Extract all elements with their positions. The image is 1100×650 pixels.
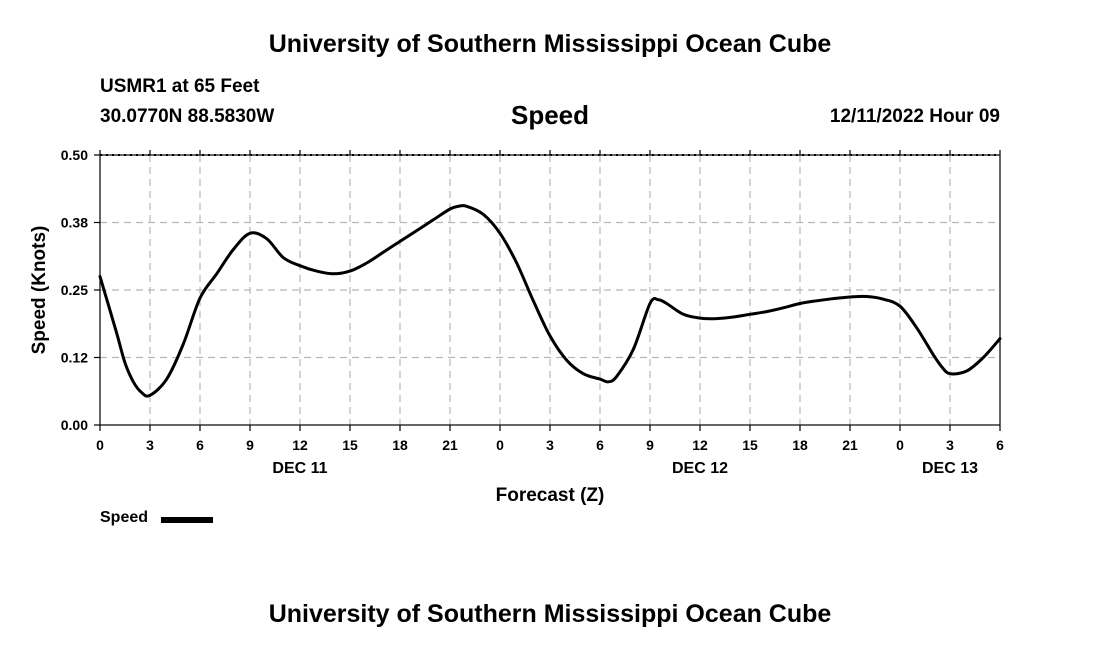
date-label: DEC 12 <box>672 460 728 477</box>
y-tick-labels: 0.00 0.12 0.25 0.38 0.50 <box>61 147 88 433</box>
y-tick-label: 0.25 <box>61 282 88 298</box>
x-tick-labels: 0 3 6 9 12 15 18 21 0 3 6 9 12 15 18 21 0 3 6 <box>96 437 1004 453</box>
x-tick-label: 0 <box>96 437 104 453</box>
x-tick-label: 6 <box>596 437 604 453</box>
x-tick-label: 12 <box>292 437 308 453</box>
x-tick-label: 21 <box>842 437 858 453</box>
x-tick-label: 15 <box>742 437 758 453</box>
x-tick-label: 18 <box>792 437 808 453</box>
coordinates-label: 30.0770N 88.5830W <box>100 106 275 127</box>
date-label: DEC 11 <box>272 460 327 477</box>
x-axis-label: Forecast (Z) <box>496 485 605 506</box>
legend-label: Speed <box>100 509 149 526</box>
x-tick-label: 0 <box>896 437 904 453</box>
x-tick-label: 3 <box>146 437 154 453</box>
x-tick-label: 12 <box>692 437 708 453</box>
x-tick-label: 0 <box>496 437 504 453</box>
y-tick-label: 0.00 <box>61 417 88 433</box>
x-tick-label: 3 <box>546 437 554 453</box>
y-axis-label: Speed (Knots) <box>29 226 50 355</box>
y-tick-label: 0.50 <box>61 147 88 163</box>
chart-title: Speed <box>510 100 590 130</box>
x-tick-label: 9 <box>246 437 254 453</box>
x-tick-label: 9 <box>646 437 654 453</box>
x-tick-label: 6 <box>996 437 1004 453</box>
grid-lines <box>100 154 1000 425</box>
x-tick-label: 21 <box>442 437 458 453</box>
x-tick-label: 6 <box>196 437 204 453</box>
date-labels: DEC 11 DEC 12 DEC 13 <box>272 460 978 477</box>
station-label: USMR1 at 65 Feet <box>100 76 260 97</box>
x-tick-label: 15 <box>342 437 358 453</box>
legend-swatch <box>161 517 213 523</box>
x-tick-label: 3 <box>946 437 954 453</box>
x-tick-label: 18 <box>392 437 408 453</box>
footer-title: University of Southern Mississippi Ocean… <box>268 600 832 628</box>
date-label: DEC 13 <box>922 460 978 477</box>
speed-series-line <box>98 204 1002 398</box>
main-title: University of Southern Mississippi Ocean… <box>268 30 832 58</box>
y-tick-label: 0.12 <box>61 350 88 366</box>
datetime-label: 12/11/2022 Hour 09 <box>829 106 1000 127</box>
axis-ticks <box>94 150 1001 431</box>
y-tick-label: 0.38 <box>61 215 88 231</box>
